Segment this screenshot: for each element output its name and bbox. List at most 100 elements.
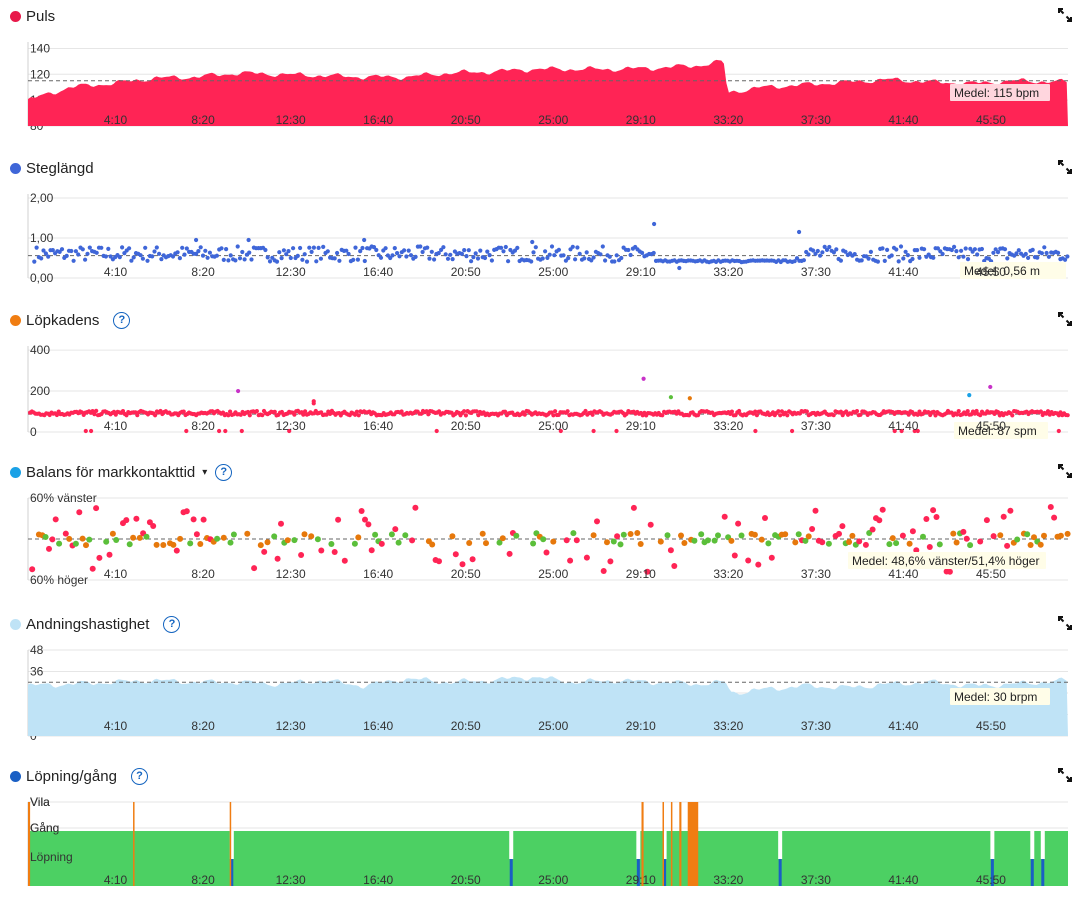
walk-interval-bar	[670, 802, 673, 886]
balance-point	[849, 532, 856, 539]
stride-point	[1026, 255, 1031, 260]
balance-point	[331, 549, 338, 555]
stride-point	[459, 251, 464, 256]
balance-point	[49, 536, 56, 543]
balance-point	[72, 540, 79, 547]
balance-point	[812, 507, 819, 514]
x-tick-label: 25:00	[538, 719, 568, 733]
cadence-point	[353, 412, 358, 417]
stride-point	[397, 254, 402, 259]
balance-point	[839, 523, 846, 530]
cadence-point	[737, 408, 742, 414]
help-icon[interactable]: ?	[113, 311, 131, 329]
cadence-point	[311, 401, 316, 406]
help-icon[interactable]: ?	[130, 767, 148, 785]
balance-point	[637, 541, 644, 547]
x-tick-label: 8:20	[191, 113, 215, 127]
balance-point	[607, 558, 614, 565]
cadence-point	[776, 409, 781, 414]
help-icon[interactable]: ?	[215, 463, 233, 481]
x-tick-label: 16:40	[363, 265, 393, 279]
stride-point	[196, 249, 201, 254]
cadence-point	[356, 413, 361, 418]
stride-point	[180, 245, 185, 250]
cadence-point	[668, 395, 674, 400]
balance-point	[620, 531, 627, 538]
x-tick-label: 29:10	[626, 873, 656, 887]
expand-icon[interactable]	[1058, 160, 1072, 174]
expand-icon[interactable]	[1058, 768, 1072, 782]
x-tick-label: 41:40	[888, 419, 918, 433]
average-badge-bg	[950, 688, 1050, 705]
balance-point	[351, 540, 358, 547]
stride-point	[300, 257, 305, 262]
balance-point	[721, 513, 728, 520]
cadence-point	[236, 388, 241, 394]
heart-rate-title: Puls	[26, 7, 56, 25]
stride-point	[246, 237, 251, 243]
stride-point	[205, 255, 210, 260]
stride-point	[374, 247, 379, 253]
walk-interval-bar	[687, 802, 699, 886]
stride-point	[274, 259, 280, 264]
balance-point	[543, 549, 550, 556]
run-area	[28, 831, 1068, 886]
stride-point	[959, 248, 964, 253]
cadence-point	[915, 428, 920, 434]
balance-point	[1031, 534, 1037, 541]
balance-point	[893, 540, 900, 547]
stride-point	[127, 246, 132, 251]
balance-point	[825, 540, 832, 547]
balance-point	[358, 508, 365, 514]
x-tick-label: 33:20	[713, 567, 743, 581]
stride-point	[792, 259, 797, 264]
balance-point	[809, 526, 816, 532]
balance-point	[230, 531, 237, 538]
balance-point	[600, 568, 607, 574]
x-tick-label: 29:10	[626, 567, 656, 581]
balance-point	[711, 537, 718, 544]
stride-point	[50, 248, 55, 253]
expand-icon[interactable]	[1058, 616, 1072, 630]
balance-point	[950, 530, 957, 537]
balance-point	[1037, 541, 1044, 548]
balance-point	[1024, 531, 1031, 538]
walk-interval-bar	[229, 802, 232, 886]
stride-point	[221, 257, 226, 262]
cadence-chart: 400 200 0 Medel: 87 spm 4:10 8:20 12:30 16:40 20…	[27, 343, 1070, 439]
balance-point	[610, 538, 617, 545]
stride-point	[39, 256, 44, 261]
y-tick-label: 60% vänster	[30, 491, 97, 505]
stride-point	[83, 257, 88, 262]
stride-point	[859, 258, 864, 263]
balance-point	[899, 532, 906, 539]
stride-point	[131, 255, 136, 260]
stride-point	[570, 244, 575, 249]
expand-icon[interactable]	[1058, 8, 1072, 22]
stride-point	[466, 248, 471, 253]
stride-point	[448, 252, 453, 257]
y-tick-label: 200	[30, 384, 50, 398]
cadence-point	[226, 413, 231, 418]
chevron-down-icon[interactable]: ▾	[202, 466, 208, 478]
stride-point	[475, 256, 481, 261]
cadence-point	[687, 396, 692, 401]
stride-point	[651, 250, 656, 256]
stride-title: Steglängd	[26, 159, 94, 177]
balance-point	[103, 538, 110, 545]
expand-icon[interactable]	[1058, 312, 1072, 326]
cadence-point	[303, 409, 308, 414]
stride-point	[582, 256, 587, 261]
stride-point	[240, 249, 245, 255]
help-icon[interactable]: ?	[163, 615, 181, 633]
x-tick-label: 25:00	[538, 265, 568, 279]
stride-point	[335, 250, 340, 256]
balance-point	[341, 557, 348, 564]
stride-point	[157, 251, 162, 256]
cadence-point	[476, 413, 481, 418]
balance-point	[802, 537, 809, 544]
stride-point	[184, 246, 189, 251]
expand-icon[interactable]	[1058, 464, 1072, 478]
stride-point	[1030, 247, 1035, 252]
stride-point	[910, 256, 915, 262]
